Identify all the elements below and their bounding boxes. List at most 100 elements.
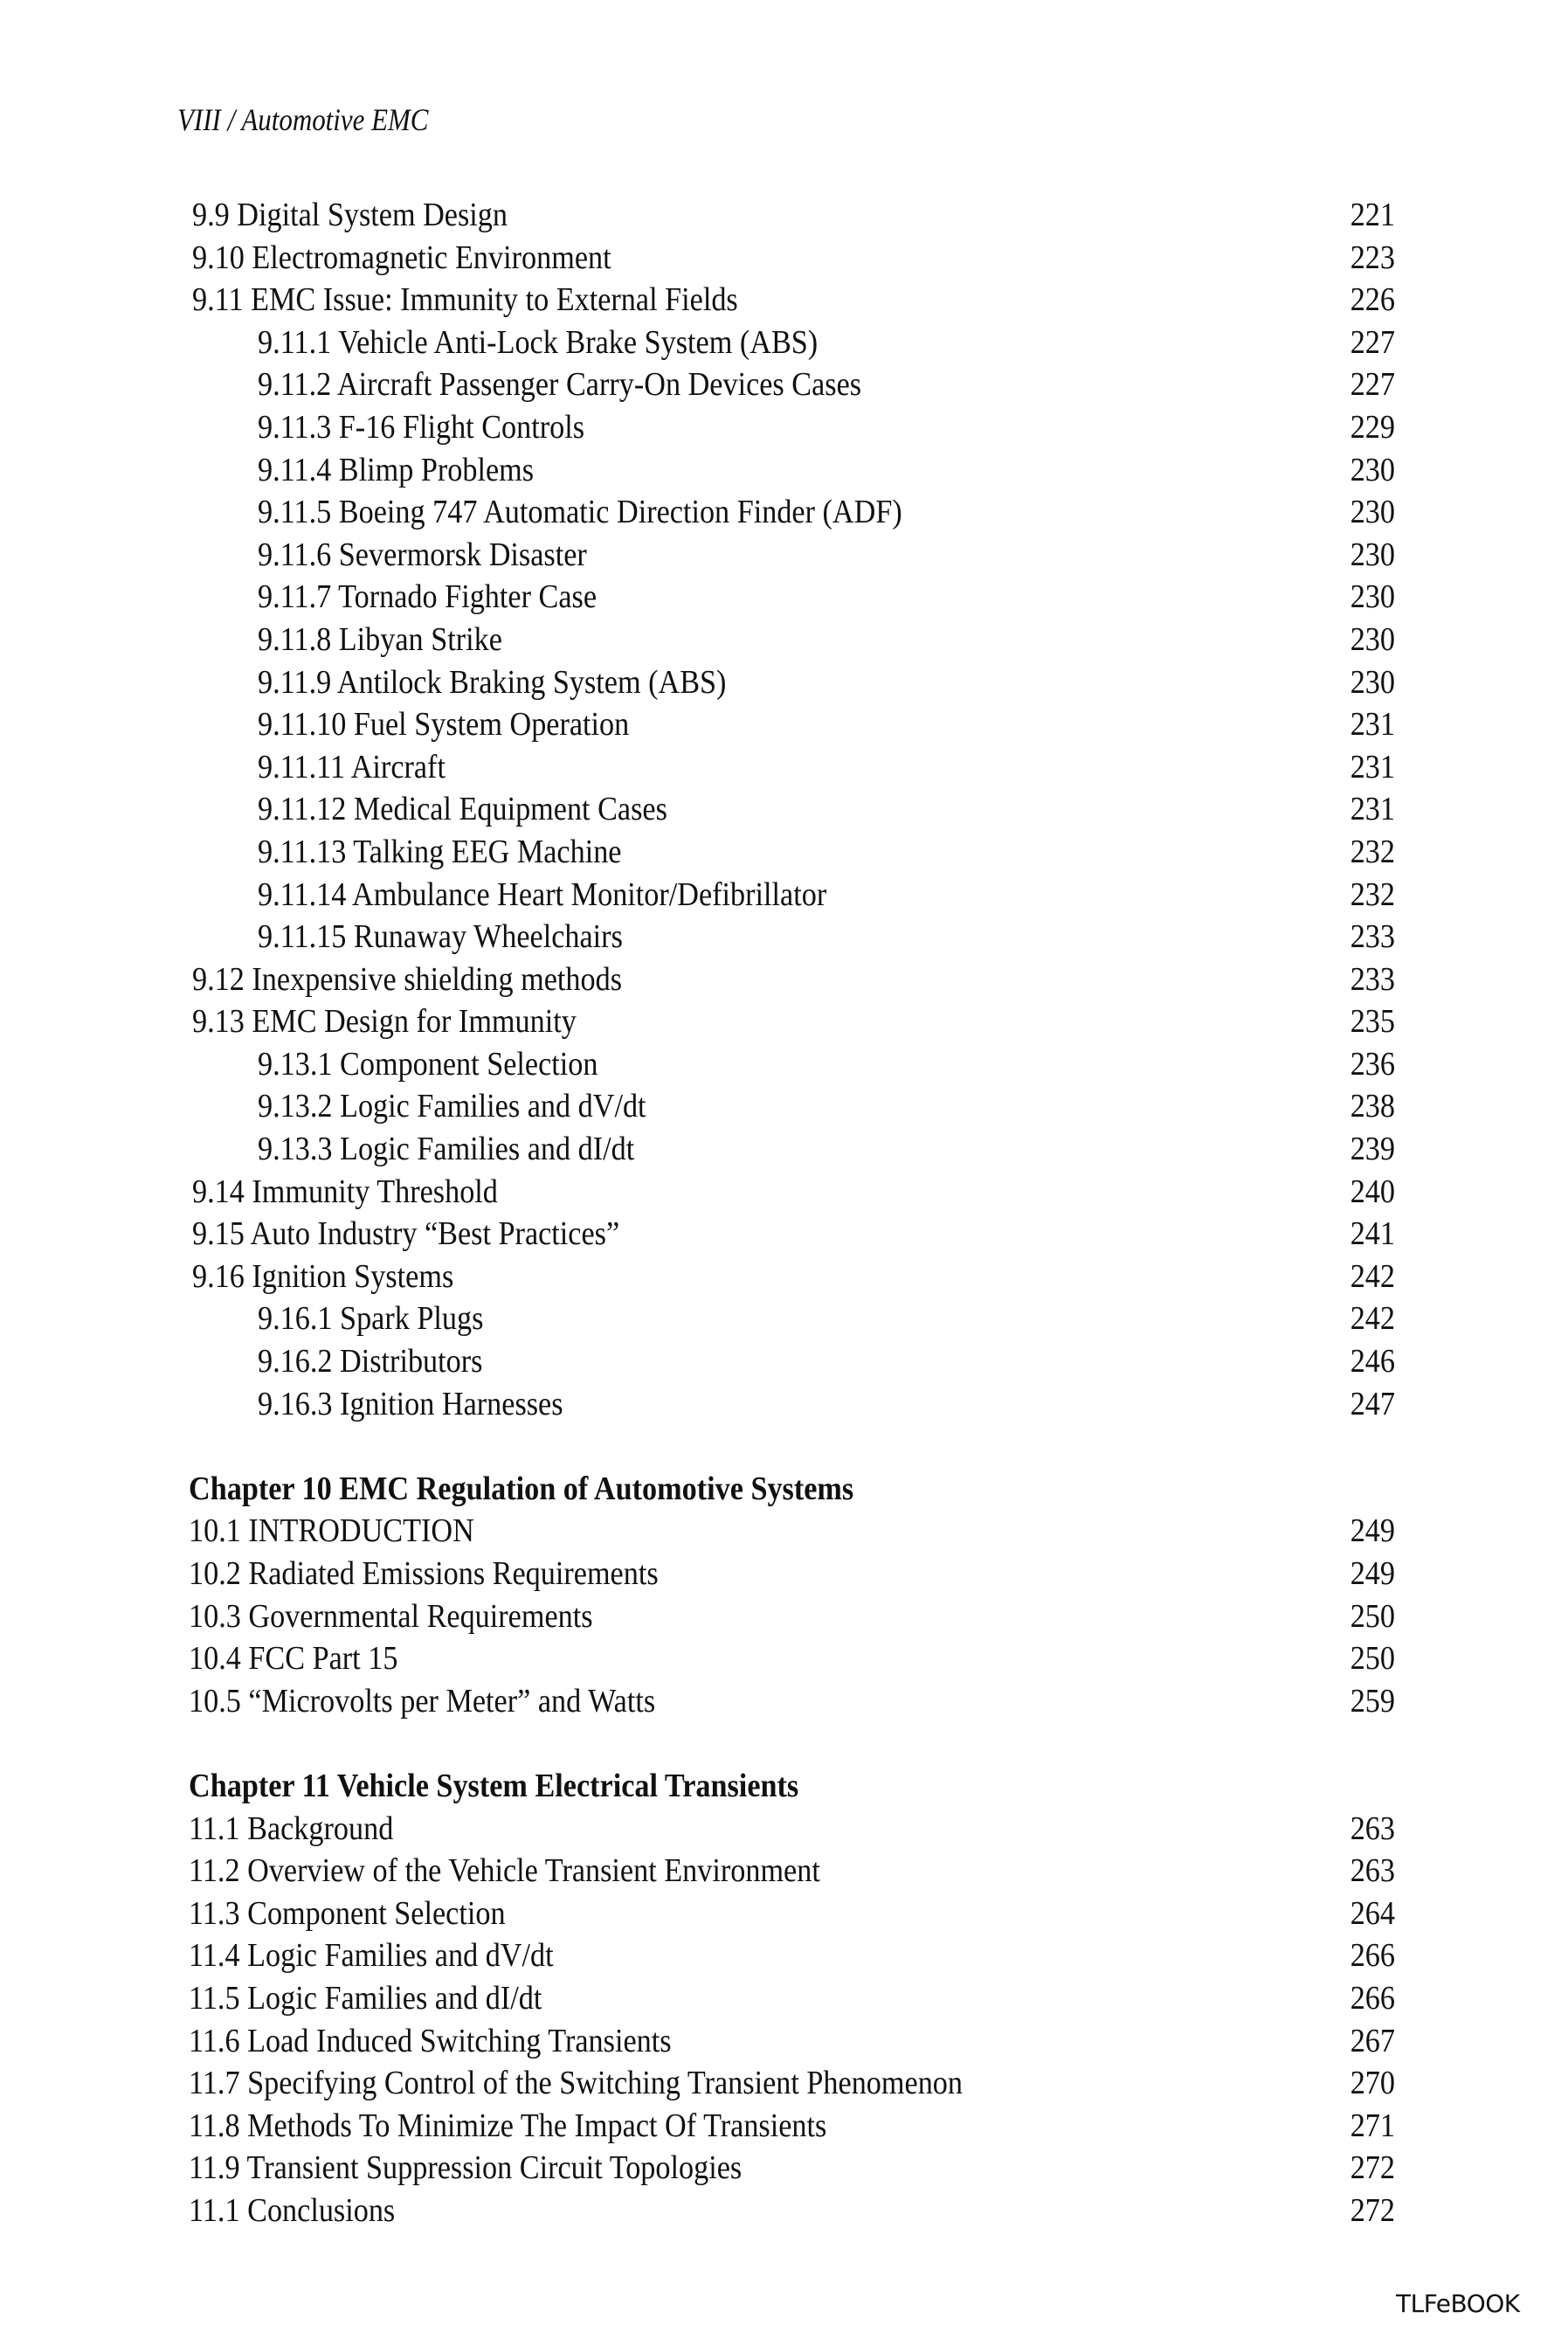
toc-entry-page: 229 [1350,408,1395,446]
watermark-footer: TLFeBOOK [1396,2289,1520,2318]
toc-entry: 9.13.3 Logic Families and dI/dt 239 [0,1128,1568,1171]
toc-entry-title: 9.11.2 Aircraft Passenger Carry-On Devic… [258,366,862,404]
toc-entry-page: 238 [1350,1088,1395,1125]
toc-entry-title: 9.12 Inexpensive shielding methods [192,960,623,998]
toc-entry-page: 230 [1350,620,1395,658]
toc-entry-page: 259 [1350,1682,1395,1720]
toc-entry: 9.11.3 F-16 Flight Controls 229 [0,406,1568,449]
toc-entry-page: 226 [1350,281,1395,319]
toc-entry-title: 11.6 Load Induced Switching Transients [189,2022,672,2059]
toc-entry: 9.11.14 Ambulance Heart Monitor/Defibril… [0,874,1568,917]
section-gap [0,1425,1568,1468]
toc-entry-title: 9.11.6 Severmorsk Disaster [258,536,587,573]
toc-entry: 10.1 INTRODUCTION 249 [0,1510,1568,1553]
toc-entry-page: 271 [1350,2107,1395,2144]
toc-entry-page: 232 [1350,833,1395,870]
toc-entry: 11.3 Component Selection 264 [0,1893,1568,1935]
toc-entry: 10.3 Governmental Requirements 250 [0,1595,1568,1638]
toc-entry-title: 11.7 Specifying Control of the Switching… [189,2065,963,2102]
toc-entry: 9.15 Auto Industry “Best Practices” 241 [0,1213,1568,1256]
toc-entry-page: 272 [1350,2191,1395,2229]
section-gap [0,1722,1568,1765]
toc-entry-page: 246 [1350,1343,1395,1381]
toc-entry-title: 9.11.3 F-16 Flight Controls [258,408,585,446]
table-of-contents: 9.9 Digital System Design 221 9.10 Electro… [0,194,1568,2232]
toc-entry: 11.9 Transient Suppression Circuit Topol… [0,2147,1568,2190]
toc-entry: 9.11.6 Severmorsk Disaster 230 [0,534,1568,577]
toc-entry-page: 266 [1350,1979,1395,2017]
toc-entry-title: 9.13 EMC Design for Immunity [192,1003,577,1041]
toc-entry-page: 247 [1350,1385,1395,1422]
toc-entry: 9.11.4 Blimp Problems 230 [0,449,1568,492]
toc-entry-page: 230 [1350,494,1395,531]
toc-entry: 11.1 Conclusions 272 [0,2190,1568,2232]
toc-entry: 9.11.10 Fuel System Operation 231 [0,703,1568,746]
toc-entry-page: 239 [1350,1131,1395,1168]
toc-entry-title: 9.11.5 Boeing 747 Automatic Direction Fi… [258,494,902,531]
toc-entry: 10.2 Radiated Emissions Requirements 249 [0,1553,1568,1595]
toc-entry-title: 11.5 Logic Families and dI/dt [189,1979,542,2017]
toc-entry-page: 264 [1350,1894,1395,1932]
toc-entry-page: 235 [1350,1003,1395,1041]
toc-entry-page: 231 [1350,706,1395,744]
toc-entry-title: 9.9 Digital System Design [192,197,508,233]
toc-entry-title: 9.14 Immunity Threshold [192,1173,498,1210]
toc-entry: 9.11.11 Aircraft 231 [0,746,1568,789]
toc-entry-page: 250 [1350,1597,1395,1635]
toc-entry-title: 9.11.15 Runaway Wheelchairs [258,918,623,956]
toc-entry-title: 11.4 Logic Families and dV/dt [189,1937,554,1975]
toc-entry: 9.16.3 Ignition Harnesses 247 [0,1383,1568,1426]
toc-entry: 9.12 Inexpensive shielding methods 233 [0,958,1568,1001]
toc-entry-title: 9.16.1 Spark Plugs [258,1300,484,1338]
toc-entry: 9.11.1 Vehicle Anti-Lock Brake System (A… [0,322,1568,364]
toc-entry-title: 9.16.2 Distributors [258,1343,483,1381]
toc-entry: 9.11.7 Tornado Fighter Case 230 [0,576,1568,619]
toc-entry-page: 263 [1350,1852,1395,1890]
toc-entry-page: 242 [1350,1300,1395,1338]
toc-entry: 9.16.2 Distributors 246 [0,1340,1568,1383]
toc-entry: 11.7 Specifying Control of the Switching… [0,2062,1568,2105]
toc-entry: 9.13.2 Logic Families and dV/dt 238 [0,1085,1568,1128]
toc-entry-title: 11.2 Overview of the Vehicle Transient E… [189,1852,820,1890]
toc-entry-page: 267 [1350,2022,1395,2059]
toc-entry: 9.9 Digital System Design 221 [0,194,1568,237]
toc-entry-page: 236 [1350,1045,1395,1083]
toc-entry-page: 240 [1350,1173,1395,1210]
toc-entry-page: 221 [1350,197,1395,233]
toc-entry-page: 250 [1350,1640,1395,1678]
toc-entry-title: 9.11.7 Tornado Fighter Case [258,578,597,616]
toc-entry-title: 11.9 Transient Suppression Circuit Topol… [189,2149,743,2187]
toc-entry-page: 231 [1350,748,1395,785]
chapter-heading: Chapter 11 Vehicle System Electrical Tra… [0,1765,1568,1808]
toc-entry-title: 9.11.1 Vehicle Anti-Lock Brake System (A… [258,323,819,361]
toc-entry-title: 10.1 INTRODUCTION [189,1512,474,1550]
toc-entry-title: 11.1 Conclusions [189,2191,396,2229]
toc-entry: 9.11.8 Libyan Strike 230 [0,619,1568,661]
toc-entry: 9.13 EMC Design for Immunity 235 [0,1000,1568,1043]
toc-entry: 11.4 Logic Families and dV/dt 266 [0,1934,1568,1977]
toc-entry-title: 10.5 “Microvolts per Meter” and Watts [189,1682,656,1720]
toc-entry: 11.2 Overview of the Vehicle Transient E… [0,1850,1568,1893]
toc-entry-page: 227 [1350,323,1395,361]
toc-entry: 11.5 Logic Families and dI/dt 266 [0,1977,1568,2020]
toc-entry: 9.16.1 Spark Plugs 242 [0,1297,1568,1340]
toc-entry-page: 227 [1350,366,1395,404]
toc-entry: 9.11.5 Boeing 747 Automatic Direction Fi… [0,491,1568,534]
toc-entry-title: 11.3 Component Selection [189,1894,506,1932]
toc-entry: 11.1 Background 263 [0,1808,1568,1851]
toc-entry-page: 230 [1350,578,1395,616]
toc-entry-page: 241 [1350,1215,1395,1253]
toc-entry: 9.11.15 Runaway Wheelchairs 233 [0,916,1568,958]
running-header: VIII / Automotive EMC [177,102,429,137]
toc-entry: 9.11.2 Aircraft Passenger Carry-On Devic… [0,363,1568,406]
toc-entry-title: 9.11.4 Blimp Problems [258,451,535,488]
toc-entry-title: 9.11.11 Aircraft [258,748,446,785]
toc-entry: 9.11.13 Talking EEG Machine 232 [0,831,1568,874]
toc-entry-title: 9.13.1 Component Selection [258,1045,598,1083]
chapter-heading: Chapter 10 EMC Regulation of Automotive … [0,1468,1568,1511]
toc-entry-title: 9.11 EMC Issue: Immunity to External Fie… [192,281,738,319]
toc-entry-page: 249 [1350,1555,1395,1592]
toc-entry-title: 10.3 Governmental Requirements [189,1597,593,1635]
toc-entry: 9.14 Immunity Threshold 240 [0,1171,1568,1214]
toc-entry-title: 9.15 Auto Industry “Best Practices” [192,1215,620,1253]
